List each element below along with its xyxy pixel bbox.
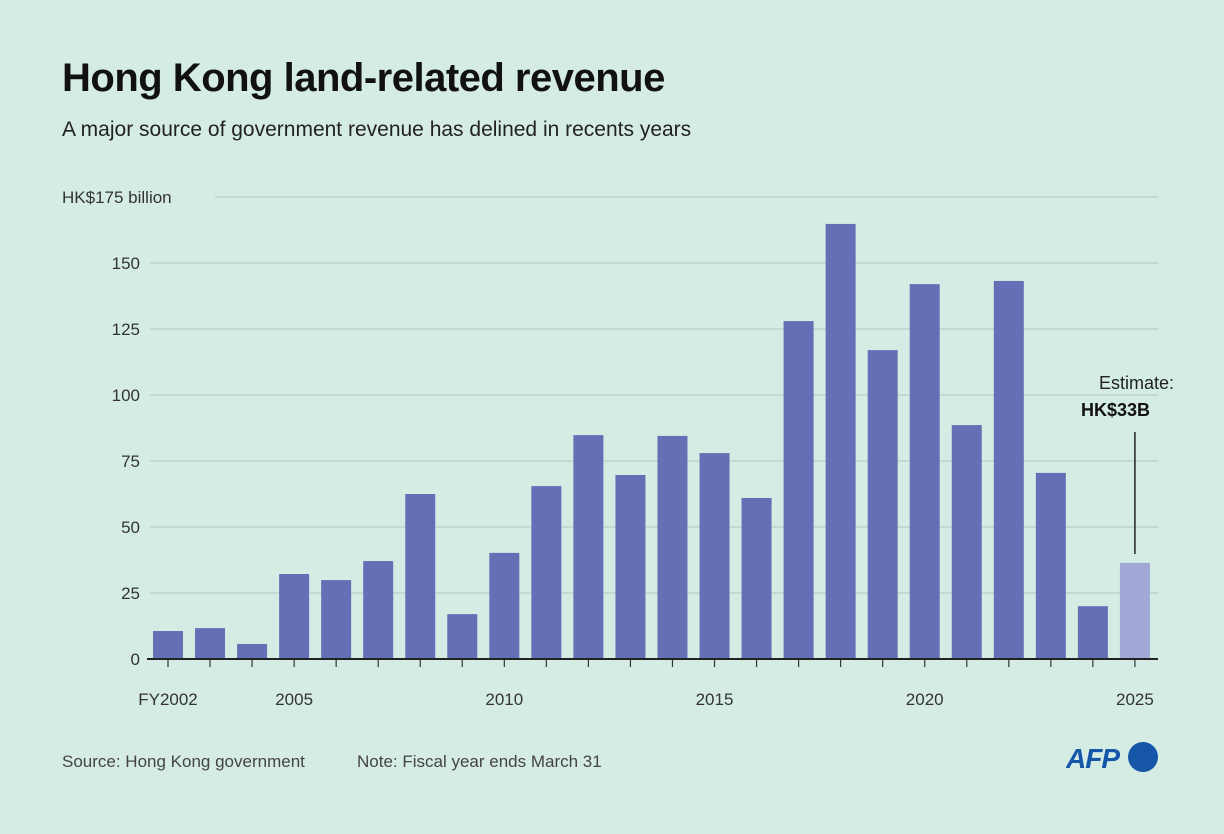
annotation-value: HK$33B [1081, 400, 1150, 420]
bar-2018 [825, 223, 856, 660]
bar-2010 [489, 552, 520, 659]
bar-2012 [573, 435, 604, 659]
y-tick-label: 125 [112, 320, 140, 339]
bar-2025 [1119, 562, 1150, 659]
bar-2009 [447, 614, 478, 659]
bar-2015 [699, 453, 730, 659]
bar-2014 [657, 435, 688, 659]
bar-2008 [405, 494, 436, 659]
bar-2016 [741, 497, 772, 659]
bar-2020 [909, 284, 940, 659]
x-tick-label: 2015 [696, 690, 734, 709]
afp-logo: AFP [1066, 742, 1158, 774]
y-tick-label: 50 [121, 518, 140, 537]
y-tick-label: 0 [131, 650, 140, 669]
svg-text:AFP: AFP [1066, 743, 1120, 774]
bar-2023 [1035, 472, 1066, 659]
x-tick-label: FY2002 [138, 690, 198, 709]
x-tick-label: 2005 [275, 690, 313, 709]
bar-2005 [279, 573, 310, 659]
annotation-label: Estimate: [1099, 373, 1174, 393]
chart-title: Hong Kong land-related revenue [62, 56, 665, 100]
bar-2013 [615, 474, 646, 659]
source-note: Source: Hong Kong government [62, 752, 305, 771]
bar-2004 [237, 643, 268, 659]
y-tick-label: HK$175 billion [62, 188, 172, 207]
chart-subtitle: A major source of government revenue has… [62, 118, 692, 141]
bar-2021 [951, 425, 982, 659]
y-tick-label: 100 [112, 386, 140, 405]
x-tick-label: 2025 [1116, 690, 1154, 709]
y-tick-label: 75 [121, 452, 140, 471]
y-tick-label: 150 [112, 254, 140, 273]
bar-2022 [993, 280, 1024, 659]
bar-2006 [321, 580, 352, 659]
y-tick-label: 25 [121, 584, 140, 603]
x-tick-label: 2020 [906, 690, 944, 709]
bar-2019 [867, 350, 898, 659]
bar-2003 [195, 628, 226, 659]
bar-2017 [783, 321, 814, 659]
bar-2007 [363, 561, 394, 659]
bar-2011 [531, 486, 562, 659]
bar-2002 [153, 631, 183, 659]
x-tick-label: 2010 [485, 690, 523, 709]
fiscal-year-note: Note: Fiscal year ends March 31 [357, 752, 602, 771]
bar-2024 [1077, 606, 1108, 659]
